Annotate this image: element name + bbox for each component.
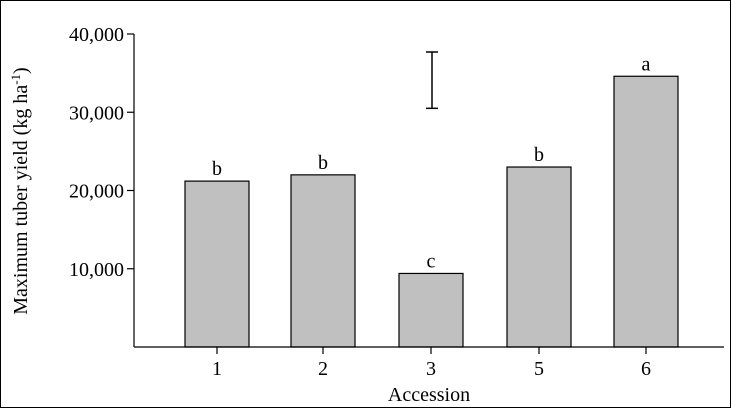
y-ticks-group: 10,000 20,000 30,000 40,000 (69, 24, 134, 281)
significance-letter: a (642, 53, 651, 75)
significance-letters-group: b b c b a (212, 53, 651, 272)
significance-letter: b (212, 158, 222, 180)
y-tick-label: 40,000 (69, 24, 124, 46)
y-tick-label: 20,000 (69, 181, 124, 203)
y-tick-label: 10,000 (69, 259, 124, 281)
error-bar-group (426, 51, 438, 110)
x-tick-label: 5 (534, 358, 544, 380)
bar-accession-5 (506, 166, 572, 348)
x-tick-label: 1 (212, 358, 222, 380)
x-tick-label: 6 (641, 358, 651, 380)
x-axis-label: Accession (388, 384, 470, 406)
y-tick-label: 30,000 (69, 102, 124, 124)
bars-group (184, 75, 679, 348)
y-axis-label-superscript: -1 (8, 74, 23, 85)
significance-letter: b (534, 144, 544, 166)
bar-accession-3 (398, 272, 464, 348)
x-ticks-group: 1 2 3 5 6 (212, 347, 651, 380)
x-tick-label: 2 (318, 358, 328, 380)
bar-accession-2 (290, 174, 356, 348)
x-tick-label: 3 (426, 358, 436, 380)
bar-accession-1 (184, 180, 250, 348)
y-axis-label: Maximum tuber yield (kg ha-1) (8, 67, 33, 314)
y-axis-label-main: Maximum tuber yield (kg ha (10, 85, 32, 315)
significance-letter: b (318, 152, 328, 174)
significance-letter: c (427, 250, 436, 272)
y-axis-label-close: ) (10, 67, 32, 74)
bar-accession-6 (613, 75, 679, 348)
